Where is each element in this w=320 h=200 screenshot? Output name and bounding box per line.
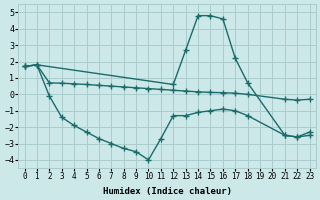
X-axis label: Humidex (Indice chaleur): Humidex (Indice chaleur) [103,187,232,196]
